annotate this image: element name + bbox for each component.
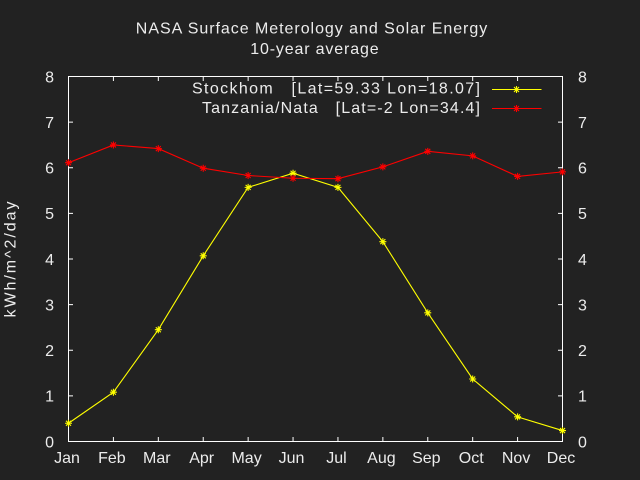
svg-text:Sep: Sep <box>412 450 441 467</box>
svg-text:Jul: Jul <box>326 450 346 467</box>
svg-text:8: 8 <box>45 69 54 86</box>
svg-text:May: May <box>231 450 261 467</box>
svg-text:Tanzania/Nata [Lat=-2 Lon=34: Tanzania/Nata [Lat=-2 Lon=34.4] <box>202 100 480 117</box>
svg-text:Apr: Apr <box>189 450 215 467</box>
svg-text:1: 1 <box>45 389 54 406</box>
svg-text:Mar: Mar <box>143 450 171 467</box>
svg-text:4: 4 <box>578 252 587 269</box>
svg-text:Oct: Oct <box>459 450 484 467</box>
svg-text:4: 4 <box>45 252 54 269</box>
svg-text:2: 2 <box>45 343 54 360</box>
svg-text:7: 7 <box>578 115 587 132</box>
svg-text:10-year average: 10-year average <box>250 41 378 58</box>
svg-text:0: 0 <box>578 434 587 451</box>
svg-text:6: 6 <box>45 161 54 178</box>
svg-text:6: 6 <box>578 161 587 178</box>
svg-text:3: 3 <box>45 297 54 314</box>
svg-text:7: 7 <box>45 115 54 132</box>
svg-text:Nov: Nov <box>502 450 530 467</box>
svg-text:Dec: Dec <box>547 450 575 467</box>
svg-text:1: 1 <box>578 389 587 406</box>
svg-text:Jun: Jun <box>279 450 305 467</box>
svg-text:Feb: Feb <box>98 450 126 467</box>
svg-text:3: 3 <box>578 297 587 314</box>
svg-text:0: 0 <box>45 434 54 451</box>
svg-text:Aug: Aug <box>367 450 395 467</box>
svg-text:8: 8 <box>578 69 587 86</box>
svg-text:5: 5 <box>45 206 54 223</box>
svg-text:Stockhom [Lat=59.33 Lon=18.0: Stockhom [Lat=59.33 Lon=18.07] <box>192 81 480 98</box>
svg-text:5: 5 <box>578 206 587 223</box>
svg-text:NASA Surface Meterology and So: NASA Surface Meterology and Solar Energy <box>136 21 487 38</box>
svg-text:2: 2 <box>578 343 587 360</box>
svg-text:Jan: Jan <box>54 450 80 467</box>
